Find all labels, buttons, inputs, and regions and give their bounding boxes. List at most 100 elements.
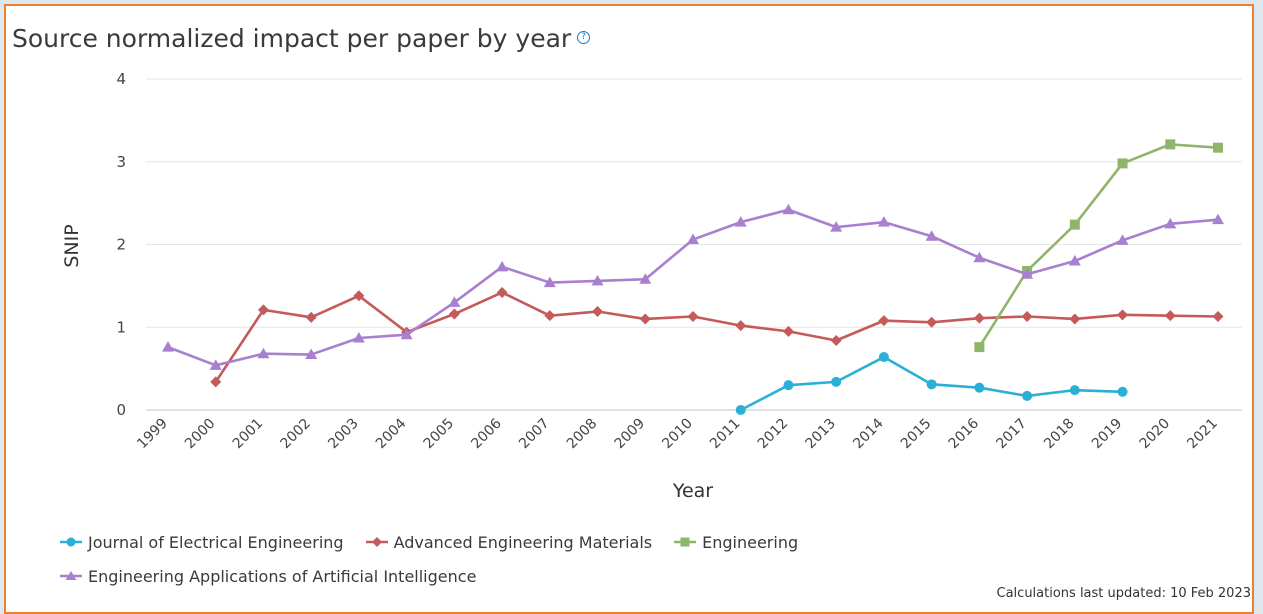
data-point-advanced-engineering-materials [592, 306, 604, 318]
x-tick-label: 1999 [134, 416, 171, 453]
data-point-engineering-applications-of-artificial-intelligence [400, 328, 413, 340]
data-point-engineering-applications-of-artificial-intelligence [305, 348, 318, 360]
data-point-journal-of-electrical-engineering [735, 405, 746, 415]
data-point-advanced-engineering-materials [544, 310, 556, 322]
chart-title-text: Source normalized impact per paper by ye… [12, 24, 572, 53]
data-point-advanced-engineering-materials [210, 376, 222, 388]
x-tick-label: 2002 [277, 416, 314, 453]
data-point-engineering-applications-of-artificial-intelligence [209, 359, 222, 370]
data-point-engineering-applications-of-artificial-intelligence [687, 233, 699, 245]
legend-label: Engineering Applications of Artificial I… [88, 566, 477, 586]
data-point-engineering-applications-of-artificial-intelligence [1021, 268, 1034, 279]
data-point-engineering [974, 342, 985, 353]
data-point-advanced-engineering-materials [1069, 313, 1081, 325]
data-point-engineering-applications-of-artificial-intelligence [1116, 234, 1129, 245]
chart-legend: Journal of Electrical Engineering Advance… [60, 525, 820, 593]
y-tick-label: 1 [116, 318, 126, 336]
legend-label: Journal of Electrical Engineering [88, 532, 344, 552]
data-point-advanced-engineering-materials [1117, 309, 1129, 321]
data-point-advanced-engineering-materials [782, 325, 794, 337]
data-point-engineering [1213, 142, 1223, 153]
data-point-engineering [1117, 158, 1128, 169]
data-point-advanced-engineering-materials [973, 312, 985, 324]
snip-chart-panel: Source normalized impact per paper by ye… [4, 4, 1254, 614]
calculation-footnote: Calculations last updated: 10 Feb 2023 [996, 586, 1251, 601]
legend-marker-icon [60, 537, 82, 547]
data-point-journal-of-electrical-engineering [974, 382, 985, 393]
x-tick-label: 2003 [325, 416, 362, 453]
x-tick-label: 2011 [707, 416, 744, 453]
data-point-journal-of-electrical-engineering [831, 376, 842, 387]
data-point-advanced-engineering-materials [1212, 310, 1224, 322]
x-tick-label: 2004 [373, 415, 410, 452]
y-tick-label: 2 [116, 236, 126, 254]
series-line-engineering [978, 143, 1219, 348]
x-tick-label: 2020 [1137, 416, 1174, 453]
data-point-engineering [1165, 139, 1176, 150]
y-tick-label: 4 [116, 70, 126, 88]
data-point-advanced-engineering-materials [257, 304, 269, 316]
data-point-engineering-applications-of-artificial-intelligence [257, 347, 270, 359]
data-point-advanced-engineering-materials [1164, 310, 1176, 322]
data-point-engineering-applications-of-artificial-intelligence [639, 273, 652, 284]
x-tick-label: 2017 [993, 416, 1030, 453]
data-point-journal-of-electrical-engineering [1069, 385, 1080, 396]
x-tick-label: 2021 [1184, 416, 1221, 453]
data-point-journal-of-electrical-engineering [783, 380, 794, 391]
x-tick-label: 2019 [1089, 416, 1126, 453]
data-point-advanced-engineering-materials [1021, 310, 1033, 322]
data-point-journal-of-electrical-engineering [1022, 390, 1033, 401]
x-tick-label: 2012 [755, 416, 792, 453]
series-line-advanced-engineering-materials [214, 291, 1219, 383]
data-point-engineering-applications-of-artificial-intelligence [734, 216, 747, 227]
data-point-engineering-applications-of-artificial-intelligence [1212, 213, 1224, 225]
legend-item[interactable]: Engineering [674, 533, 798, 552]
data-point-engineering-applications-of-artificial-intelligence [1068, 255, 1081, 266]
x-tick-label: 2006 [468, 415, 505, 452]
data-point-engineering-applications-of-artificial-intelligence [591, 274, 604, 286]
data-point-engineering-applications-of-artificial-intelligence [162, 341, 174, 352]
data-point-journal-of-electrical-engineering [926, 379, 937, 390]
x-tick-label: 2016 [946, 415, 983, 452]
series-line-engineering-applications-of-artificial-intelligence [167, 208, 1219, 367]
x-axis-title: Year [672, 480, 713, 502]
data-point-advanced-engineering-materials [735, 320, 747, 332]
data-point-engineering-applications-of-artificial-intelligence [877, 216, 890, 227]
x-tick-label: 2014 [850, 415, 887, 452]
x-tick-label: 2008 [564, 416, 601, 453]
data-point-advanced-engineering-materials [639, 313, 651, 325]
data-point-advanced-engineering-materials [353, 290, 365, 302]
data-point-engineering-applications-of-artificial-intelligence [352, 332, 365, 343]
data-point-engineering-applications-of-artificial-intelligence [496, 260, 509, 272]
x-tick-label: 2013 [802, 416, 839, 453]
x-tick-label: 2001 [230, 416, 267, 453]
data-point-engineering-applications-of-artificial-intelligence [543, 276, 556, 288]
x-tick-label: 2000 [182, 416, 219, 453]
legend-marker-icon [674, 537, 697, 547]
legend-item[interactable]: Engineering Applications of Artificial I… [60, 567, 476, 586]
legend-item[interactable]: Journal of Electrical Engineering [60, 533, 344, 552]
legend-label: Advanced Engineering Materials [393, 532, 653, 552]
x-tick-label: 2005 [421, 416, 458, 453]
data-point-engineering-applications-of-artificial-intelligence [973, 251, 986, 263]
data-point-advanced-engineering-materials [305, 311, 317, 323]
legend-marker-icon [60, 571, 82, 580]
x-tick-label: 2018 [1041, 416, 1078, 453]
legend-item[interactable]: Advanced Engineering Materials [365, 532, 653, 552]
question-circle-icon[interactable]: ? [577, 30, 591, 44]
chart-title: Source normalized impact per paper by ye… [12, 24, 591, 53]
x-tick-label: 2009 [612, 416, 649, 453]
data-point-engineering-applications-of-artificial-intelligence [925, 230, 938, 241]
legend-marker-icon [365, 537, 388, 547]
legend-row: Journal of Electrical Engineering Advance… [60, 525, 820, 559]
data-point-advanced-engineering-materials [448, 308, 460, 320]
data-point-engineering-applications-of-artificial-intelligence [448, 296, 461, 307]
data-point-advanced-engineering-materials [687, 310, 699, 322]
y-tick-label: 3 [116, 153, 126, 171]
y-tick-label: 0 [116, 401, 126, 419]
data-point-engineering-applications-of-artificial-intelligence [830, 221, 843, 232]
data-point-engineering-applications-of-artificial-intelligence [782, 203, 795, 215]
data-point-advanced-engineering-materials [496, 286, 508, 298]
x-tick-label: 2015 [898, 416, 935, 453]
